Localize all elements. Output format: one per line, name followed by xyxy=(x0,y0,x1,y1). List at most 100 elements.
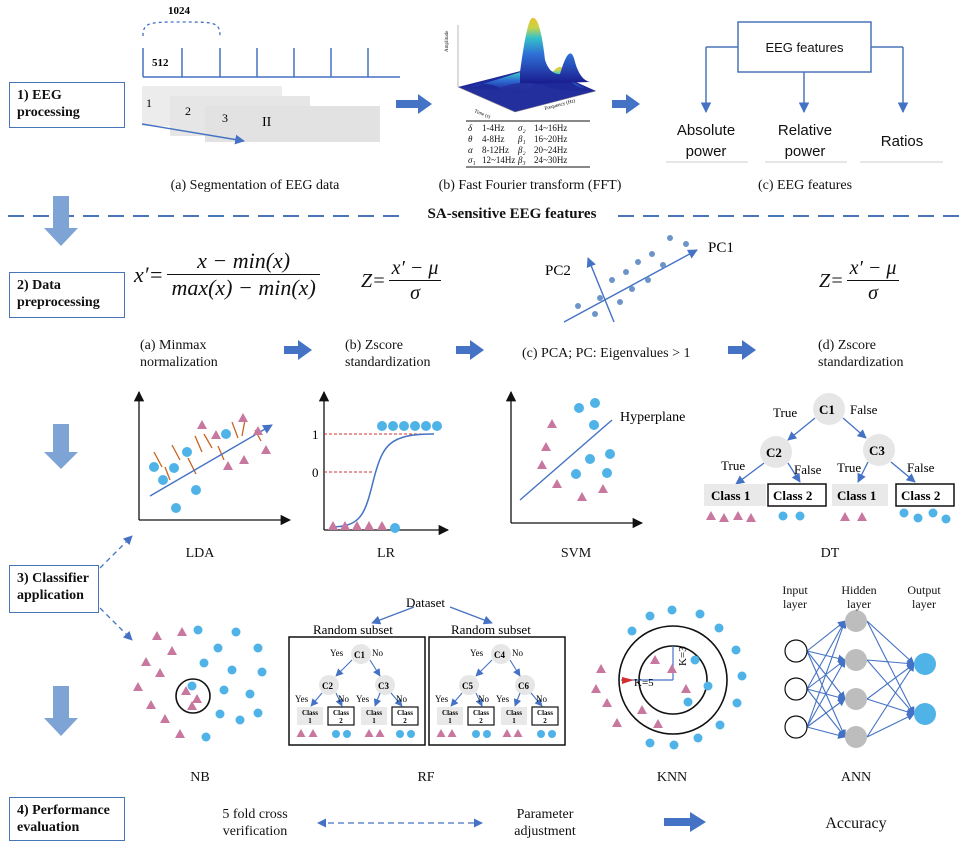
fft-band-cell: θ xyxy=(468,133,473,144)
step-classifier-application: 3) Classifier application xyxy=(9,565,99,613)
feature-absolute-power: Absolute power xyxy=(666,120,746,162)
eval-param: Parameter adjustment xyxy=(500,806,590,840)
seg-half-label: 512 xyxy=(152,57,169,69)
fft-caption: (b) Fast Fourier transform (FFT) xyxy=(438,178,622,193)
rf-c3: C3 xyxy=(378,681,389,691)
eval-accuracy: Accuracy xyxy=(825,815,887,832)
arrow-seg-to-fft xyxy=(396,94,432,114)
zscore-caption-l2: standardization xyxy=(345,355,431,370)
down-arrow-2 xyxy=(44,424,78,469)
eval-cv-l1: 5 fold cross xyxy=(222,807,288,822)
ann-connection xyxy=(866,659,915,715)
pca-pc1: PC1 xyxy=(708,240,734,256)
fft-band-cell: 16~20Hz xyxy=(534,133,568,144)
ann-connection xyxy=(866,620,915,715)
fft-band-row: σ₁ 12~14Hz β₃ 24~30Hz xyxy=(468,155,590,166)
fft-band-cell: β₂ xyxy=(518,144,526,155)
rf-c2: C2 xyxy=(322,681,333,691)
dt-tree xyxy=(704,393,955,524)
ann-connection xyxy=(806,726,846,739)
seg-caption: (a) Segmentation of EEG data xyxy=(170,178,340,193)
fft-band-cell: β₁ xyxy=(518,133,526,144)
feature-relative-line2: power xyxy=(784,143,826,160)
rf-leaf-num: 1 xyxy=(308,717,312,725)
seg-n4: II xyxy=(262,115,272,130)
fft-band-cell: 14~16Hz xyxy=(534,123,568,133)
rf-leaf-class: Class xyxy=(302,709,318,717)
feature-absolute-line1: Absolute xyxy=(676,122,736,139)
label-lr: LR xyxy=(377,546,395,561)
zscore-caption: (b) Zscore standardization xyxy=(345,337,465,371)
rf-leaf-num: 1 xyxy=(512,717,516,725)
zscore-formula: Z= x′ − μ σ xyxy=(360,257,442,306)
dt-class1-b: Class 1 xyxy=(837,488,876,503)
rf-leaf-class: Class xyxy=(397,709,413,717)
ann-connection xyxy=(866,620,915,665)
label-dt: DT xyxy=(820,546,840,561)
minmax-caption-l2: normalization xyxy=(140,355,218,370)
rf-no-1: No xyxy=(372,648,383,658)
ann-hidden-l1: Hidden xyxy=(841,583,877,597)
label-nb: NB xyxy=(190,770,210,785)
feature-absolute-line2: power xyxy=(685,143,727,160)
label-rf: RF xyxy=(417,770,435,785)
fft-band-cell: 12~14Hz xyxy=(482,155,516,166)
eval-param-l1: Parameter xyxy=(516,807,574,822)
knn-k5: K=5 xyxy=(634,677,654,689)
ann-output-label: Output layer xyxy=(894,583,954,611)
rf-no-5: No xyxy=(478,694,489,704)
lr-plot xyxy=(318,390,450,536)
fft-band-cell: 1-4Hz xyxy=(482,123,505,133)
ann-network xyxy=(784,610,936,748)
dt-class2-a: Class 2 xyxy=(773,488,812,503)
fft-surface-plot: Amplitude Time (s) Frequency (Hz) xyxy=(445,17,597,168)
knn-plot xyxy=(591,605,747,750)
seg-n1: 1 xyxy=(146,96,152,110)
seg-n2: 2 xyxy=(185,104,191,118)
dt-false-3: False xyxy=(907,460,935,475)
dt-c2: C2 xyxy=(766,445,782,460)
fft-band-cell: 24~30Hz xyxy=(534,155,568,166)
rf-leaf-num: 2 xyxy=(479,717,483,725)
dt-false-1: False xyxy=(850,402,878,417)
segmentation-graphic xyxy=(141,21,400,145)
rf-leaf-class: Class xyxy=(473,709,489,717)
features-caption: (c) EEG features xyxy=(757,178,853,193)
arrow-minmax-zscore xyxy=(284,340,312,360)
zscore2-caption-l1: (d) Zscore xyxy=(818,338,876,353)
ann-output-l2: layer xyxy=(912,597,936,611)
fft-z-axis: Amplitude xyxy=(445,30,450,52)
rf-subset-2: Random subset xyxy=(451,622,531,637)
rf-no-6: No xyxy=(536,694,547,704)
rf-leaf-class: Class xyxy=(506,709,522,717)
lr-one: 1 xyxy=(312,427,319,442)
feature-relative-line1: Relative xyxy=(777,122,833,139)
step-eeg-processing-label: 1) EEG processing xyxy=(17,88,80,120)
eval-param-l2: adjustment xyxy=(514,824,576,839)
step-performance-evaluation-label: 4) Performance evaluation xyxy=(17,803,110,835)
step-data-preprocessing: 2) Data preprocessing xyxy=(9,272,125,318)
ann-connection xyxy=(806,620,846,690)
rf-no-2: No xyxy=(338,694,349,704)
rf-forest xyxy=(288,606,566,746)
lr-zero: 0 xyxy=(312,465,319,480)
dt-false-2: False xyxy=(794,462,822,477)
fft-band-row: α 8-12Hz β₂ 20~24Hz xyxy=(468,145,590,156)
minmax-formula: x′= x − min(x) max(x) − min(x) xyxy=(133,248,320,301)
step-data-preprocessing-label: 2) Data preprocessing xyxy=(17,278,100,310)
knn-k3: K=3 xyxy=(677,646,689,666)
svm-plot xyxy=(505,390,644,529)
pca-plot xyxy=(563,235,698,323)
rf-no-4: No xyxy=(512,648,523,658)
fft-band-cell: α xyxy=(468,144,473,155)
minmax-caption: (a) Minmax normalization xyxy=(140,337,260,371)
arrow-pca-zscore xyxy=(728,340,756,360)
rf-c5: C5 xyxy=(462,681,473,691)
pca-caption: (c) PCA; PC: Eigenvalues > 1 xyxy=(522,346,691,361)
label-svm: SVM xyxy=(560,546,592,561)
feature-ratios: Ratios xyxy=(880,133,924,150)
divider-label: SA-sensitive EEG features xyxy=(427,206,597,222)
rf-subset-1: Random subset xyxy=(313,622,393,637)
arrow-to-nb-row xyxy=(99,607,133,641)
